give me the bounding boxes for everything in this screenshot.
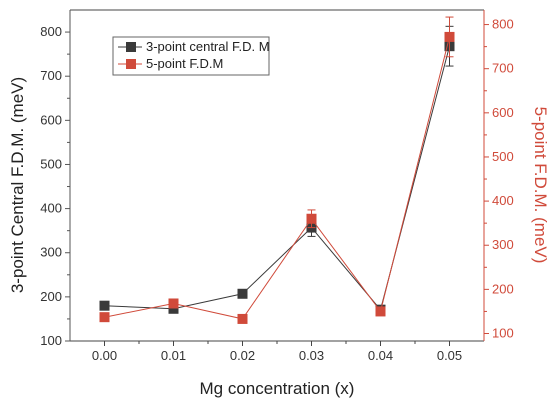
data-point-series-2 [375, 306, 386, 317]
legend-marker-series-1 [126, 42, 136, 52]
data-point-series-1 [99, 300, 110, 311]
right-axis-tick-label: 400 [492, 193, 514, 208]
data-point-series-1 [237, 288, 248, 299]
x-axis-tick-label: 0.05 [437, 348, 462, 363]
right-axis-tick-label: 100 [492, 325, 514, 340]
x-axis: 0.00 0.01 0.02 0.03 0.04 0.05 [92, 341, 462, 363]
left-axis-tick-label: 800 [40, 24, 62, 39]
data-point-series-1 [168, 303, 179, 314]
data-point-series-2 [237, 313, 248, 324]
left-axis: 100 200 300 400 500 600 700 800 [40, 24, 70, 348]
series-line-1 [104, 46, 450, 311]
legend: 3-point central F.D. M 5-point F.D.M [112, 36, 270, 76]
x-axis-tick-label: 0.02 [230, 348, 255, 363]
left-axis-tick-label: 600 [40, 112, 62, 127]
legend-label-series-2: 5-point F.D.M [146, 56, 223, 71]
right-axis-tick-label: 800 [492, 17, 514, 32]
right-axis-tick-label: 300 [492, 237, 514, 252]
right-axis-title: 5-point F.D.M. (meV) [531, 107, 550, 264]
series-layer [99, 16, 455, 324]
right-axis-tick-label: 500 [492, 149, 514, 164]
data-point-series-2 [99, 312, 110, 323]
right-axis-tick-label: 700 [492, 61, 514, 76]
left-axis-tick-label: 400 [40, 201, 62, 216]
data-point-series-2 [168, 298, 179, 309]
x-axis-tick-label: 0.00 [92, 348, 117, 363]
left-axis-tick-label: 500 [40, 156, 62, 171]
left-axis-tick-label: 100 [40, 333, 62, 348]
legend-label-series-1: 3-point central F.D. M [146, 39, 270, 54]
left-axis-title: 3-point Central F.D.M. (meV) [8, 77, 27, 293]
left-axis-tick-label: 300 [40, 245, 62, 260]
x-axis-tick-label: 0.03 [299, 348, 324, 363]
x-axis-tick-label: 0.04 [368, 348, 393, 363]
data-point-series-2 [306, 213, 317, 224]
legend-marker-series-2 [126, 59, 136, 69]
x-axis-tick-label: 0.01 [161, 348, 186, 363]
legend-box [112, 36, 270, 76]
x-axis-title: Mg concentration (x) [200, 379, 355, 398]
data-point-series-2 [444, 31, 455, 42]
right-axis: 100 200 300 400 500 600 700 800 [484, 17, 514, 340]
left-axis-tick-label: 200 [40, 289, 62, 304]
series-line-2 [104, 36, 450, 320]
left-axis-tick-label: 700 [40, 68, 62, 83]
right-axis-tick-label: 600 [492, 105, 514, 120]
right-axis-tick-label: 200 [492, 281, 514, 296]
